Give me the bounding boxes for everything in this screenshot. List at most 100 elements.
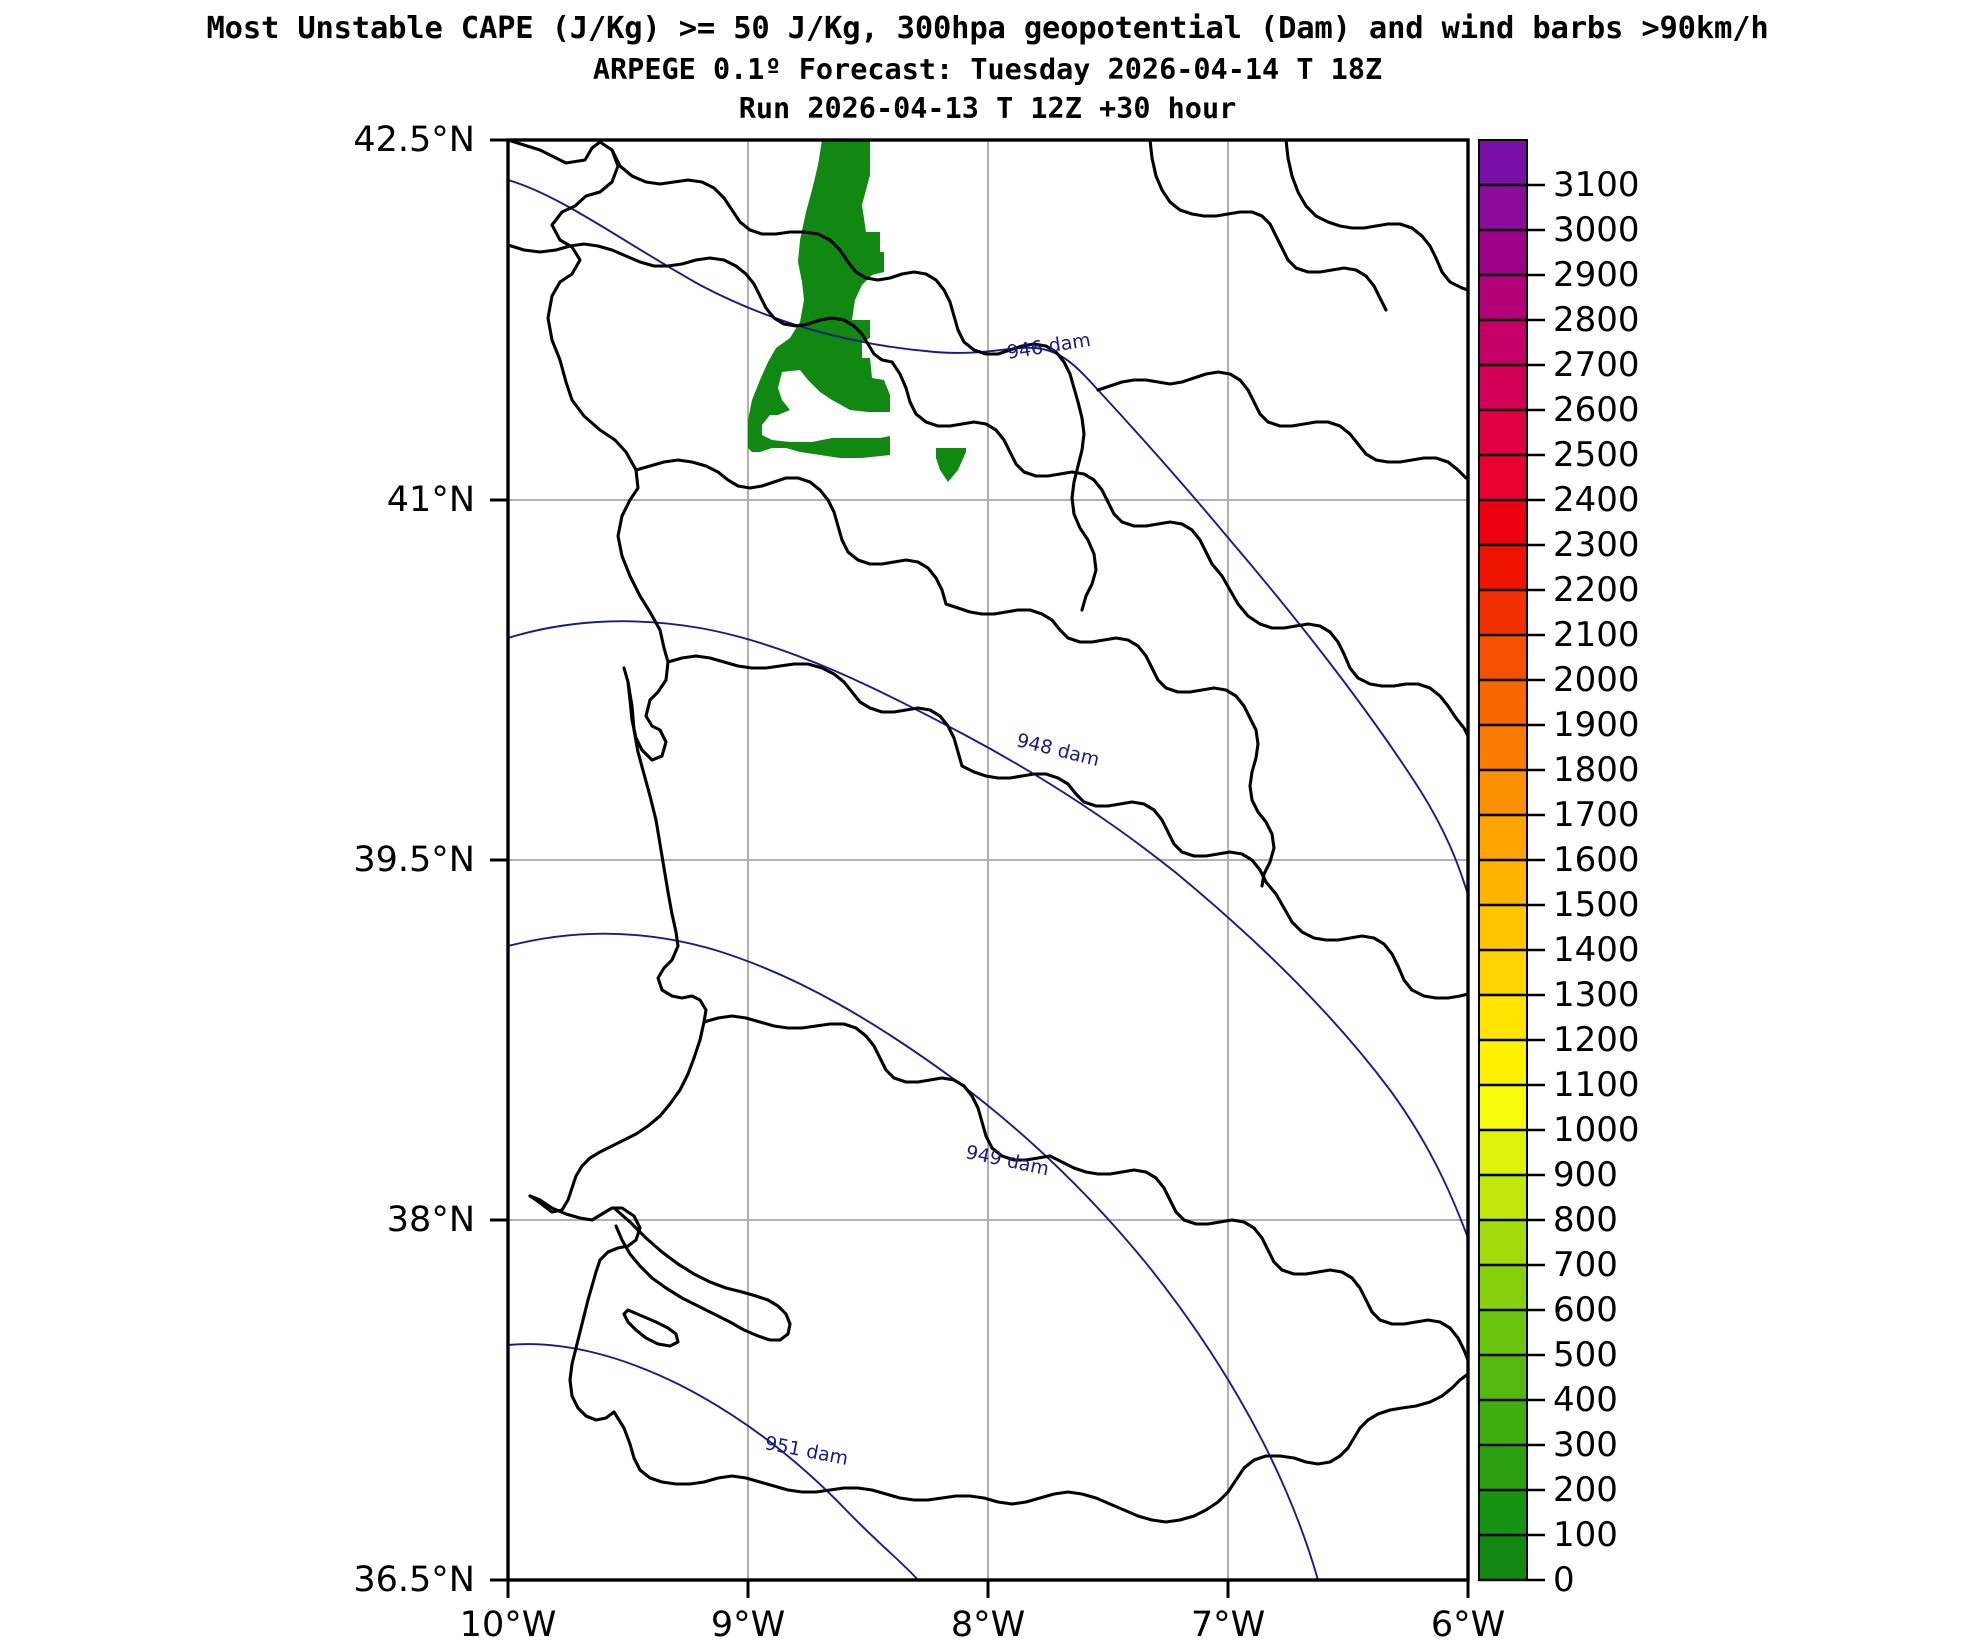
colorbar-tick-label: 2300 <box>1553 525 1640 565</box>
colorbar-cell <box>1479 860 1527 906</box>
border-spain-interior-2 <box>1264 880 1468 1000</box>
contour-949 <box>508 932 1319 1580</box>
colorbar-tick-label: 1000 <box>1553 1110 1640 1150</box>
colorbar-cell <box>1479 635 1527 681</box>
colorbar-tick-label: 3000 <box>1553 210 1640 250</box>
colorbar-tick-label: 1300 <box>1553 975 1640 1015</box>
colorbar-tick-label: 1600 <box>1553 840 1640 880</box>
border-minho-douro <box>634 458 948 606</box>
y-tick-label-38: 38°N <box>386 1200 475 1240</box>
coast-galicia-west <box>616 468 670 664</box>
colorbar-cell <box>1479 815 1527 861</box>
colorbar-tick-label: 1100 <box>1553 1065 1640 1105</box>
colorbar-tick-label: 1200 <box>1553 1020 1640 1060</box>
colorbar-tick-label: 2000 <box>1553 660 1640 700</box>
colorbar-cell <box>1479 365 1527 411</box>
colorbar-tick-label: 2900 <box>1553 255 1640 295</box>
colorbar-tick-label: 500 <box>1553 1335 1618 1375</box>
contour-951 <box>508 1343 919 1580</box>
border-castilla-leon-2 <box>944 602 1252 720</box>
colorbar-cell <box>1479 320 1527 366</box>
colorbar-cell <box>1479 1220 1527 1266</box>
colorbar-tick-label: 1400 <box>1553 930 1640 970</box>
colorbar-tick-label: 3100 <box>1553 165 1640 205</box>
colorbar-cell <box>1479 905 1527 951</box>
colorbar-tick-label: 400 <box>1553 1380 1618 1420</box>
colorbar-tick-label: 2500 <box>1553 435 1640 475</box>
colorbar-tick-label: 1500 <box>1553 885 1640 925</box>
colorbar-tick-label: 1800 <box>1553 750 1640 790</box>
colorbar-tick-label: 600 <box>1553 1290 1618 1330</box>
contour-948 <box>508 620 1468 1239</box>
x-tick-label-8w: 8°W <box>950 1605 1026 1645</box>
border-beira <box>666 654 964 768</box>
y-tick-label-41: 41°N <box>386 480 475 520</box>
colorbar-tick-label: 100 <box>1553 1515 1618 1555</box>
cape-shaded-region <box>748 140 966 482</box>
colorbar-tick-label: 2700 <box>1553 345 1640 385</box>
colorbar-cell <box>1479 1400 1527 1446</box>
border-north-spain-east <box>1284 140 1468 292</box>
colorbar-tick-label: 2200 <box>1553 570 1640 610</box>
colorbar-cell <box>1479 1355 1527 1401</box>
border-castilla-leon-1 <box>890 360 1214 566</box>
border-spain-vertical-1 <box>1248 716 1276 888</box>
colorbar-cell <box>1479 590 1527 636</box>
border-andalusia-north <box>1048 1154 1468 1362</box>
colorbar-cell <box>1479 500 1527 546</box>
colorbar-cell <box>1479 1175 1527 1221</box>
colorbar-cell <box>1479 455 1527 501</box>
coast-galicia-north <box>508 140 638 472</box>
colorbar-cell <box>1479 1310 1527 1356</box>
border-galicia-asturias <box>508 242 894 364</box>
colorbar-tick-label: 2800 <box>1553 300 1640 340</box>
coastlines-and-borders <box>508 140 1468 1524</box>
colorbar-cell <box>1479 995 1527 1041</box>
y-tick-label-39-5: 39.5°N <box>353 840 475 880</box>
x-tick-label-10w: 10°W <box>459 1605 557 1645</box>
border-north-spain-mid <box>1148 140 1388 312</box>
border-spain-lat-1 <box>1096 370 1468 480</box>
colorbar-cell <box>1479 770 1527 816</box>
coast-algarve-andalusia <box>612 1372 1468 1524</box>
colorbar-tick-label: 900 <box>1553 1155 1618 1195</box>
colorbar-tick-label: 2100 <box>1553 615 1640 655</box>
lagoon-island <box>622 1308 680 1348</box>
colorbar-tick-label: 2600 <box>1553 390 1640 430</box>
coast-setubal <box>528 1194 642 1422</box>
colorbar-tick-label: 0 <box>1553 1560 1575 1600</box>
colorbar-cell <box>1479 1040 1527 1086</box>
x-tick-label-9w: 9°W <box>710 1605 786 1645</box>
colorbar-cell <box>1479 1085 1527 1131</box>
colorbar-cell <box>1479 230 1527 276</box>
colorbar-cell <box>1479 275 1527 321</box>
gridlines <box>508 140 1468 1580</box>
border-alentejo-north <box>702 1014 1052 1162</box>
colorbar-cell <box>1479 140 1527 186</box>
colorbar-cell <box>1479 680 1527 726</box>
colorbar-cell <box>1479 1490 1527 1536</box>
geopotential-contours <box>508 179 1468 1580</box>
coast-west-portugal <box>626 680 708 1024</box>
colorbar-tick-label: 200 <box>1553 1470 1618 1510</box>
colorbar-cell <box>1479 950 1527 996</box>
y-tick-label-42-5: 42.5°N <box>353 120 475 160</box>
colorbar-tick-label: 700 <box>1553 1245 1618 1285</box>
colorbar-cell <box>1479 725 1527 771</box>
colorbar-tick-label: 300 <box>1553 1425 1618 1465</box>
colorbar-cell <box>1479 1535 1527 1581</box>
colorbar-cell <box>1479 545 1527 591</box>
colorbar-tick-label: 1900 <box>1553 705 1640 745</box>
border-spain-vertical-2 <box>1070 400 1098 612</box>
colorbar-cell <box>1479 1130 1527 1176</box>
colorbar <box>1478 139 1545 1582</box>
x-tick-label-7w: 7°W <box>1190 1605 1266 1645</box>
border-extremadura-north <box>960 764 1268 884</box>
colorbar-tick-label: 1700 <box>1553 795 1640 835</box>
colorbar-cell <box>1479 410 1527 456</box>
x-tick-label-6w: 6°W <box>1430 1605 1506 1645</box>
colorbar-cell <box>1479 185 1527 231</box>
colorbar-tick-label: 800 <box>1553 1200 1618 1240</box>
